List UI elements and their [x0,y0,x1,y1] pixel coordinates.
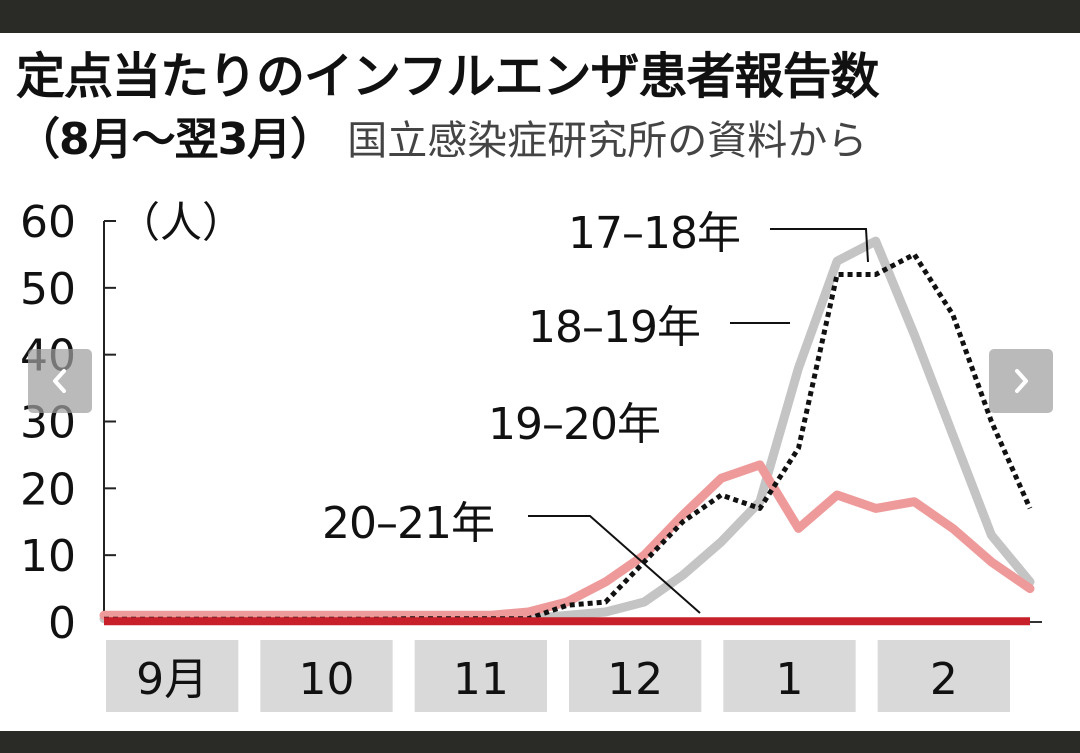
y-tick-label: 0 [48,598,76,649]
y-tick-label: 50 [20,264,76,315]
next-button[interactable] [989,349,1053,413]
x-tick-label: 11 [453,654,509,705]
chart-subtitle: （8月～翌3月） 国立感染症研究所の資料から [16,103,867,167]
month-band [569,640,702,712]
series-label: 20–21年 [322,498,494,549]
y-tick-label: 10 [20,531,76,582]
x-tick-label: 10 [299,654,355,705]
month-band [106,640,239,712]
prev-button[interactable] [28,349,92,413]
month-band [877,640,1010,712]
bottom-dark-bar [0,731,1080,753]
chart-source: 国立感染症研究所の資料から [347,118,868,164]
series-label: 19–20年 [488,399,660,450]
series-label: 17–18年 [568,208,740,259]
x-tick-label: 2 [930,654,958,705]
chart-title: 定点当たりのインフルエンザ患者報告数 [16,48,880,105]
x-tick-label: 9月 [136,654,208,705]
x-tick-label: 1 [776,654,804,705]
leader-line [770,228,869,263]
y-tick-label: 60 [20,197,76,248]
series-line-3 [99,460,1035,620]
month-band [414,640,547,712]
series-label: 18–19年 [528,302,700,353]
chevron-right-icon [1015,369,1028,393]
leader-line [528,515,701,614]
x-tick-label: 12 [607,654,663,705]
y-unit-label: （人） [118,198,244,247]
month-band [723,640,856,712]
top-dark-bar [0,0,1080,33]
y-tick-label: 20 [20,464,76,515]
chart-period: （8月～翌3月） [16,114,334,165]
month-band [260,640,393,712]
chevron-left-icon [53,369,66,393]
